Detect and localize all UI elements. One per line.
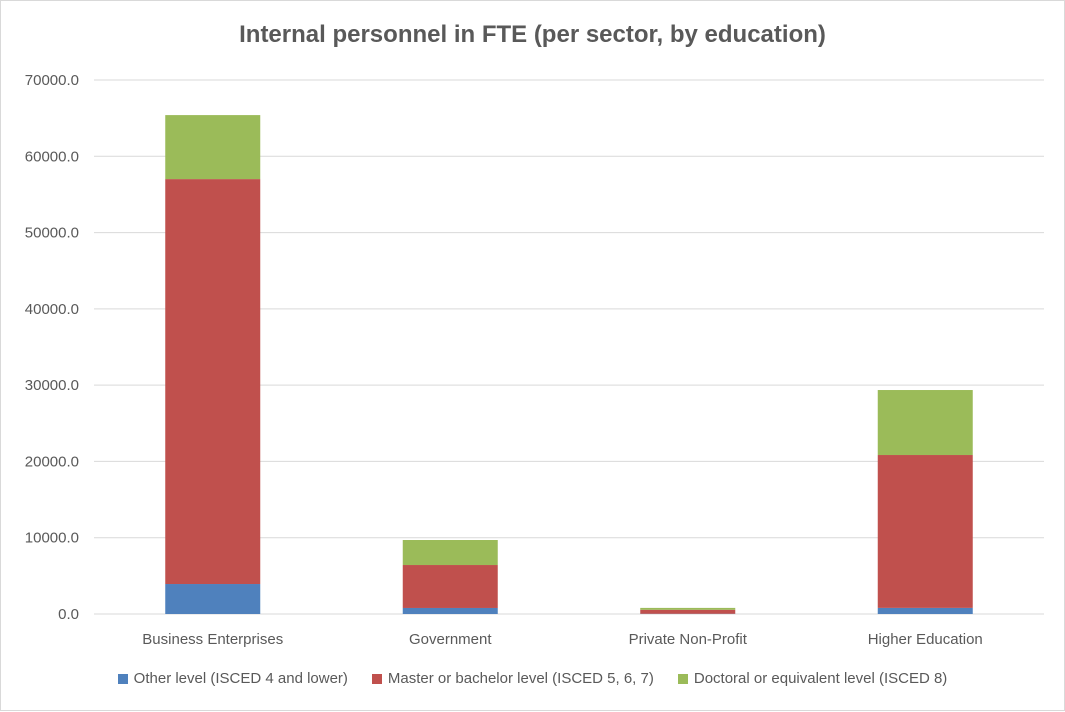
legend-label: Other level (ISCED 4 and lower) bbox=[134, 670, 348, 687]
legend-item: Doctoral or equivalent level (ISCED 8) bbox=[678, 670, 947, 687]
bar-segment bbox=[165, 179, 260, 584]
legend: Other level (ISCED 4 and lower) Master o… bbox=[1, 670, 1064, 687]
legend-item: Other level (ISCED 4 and lower) bbox=[118, 670, 348, 687]
y-tick-label: 10000.0 bbox=[25, 530, 79, 547]
y-tick-label: 40000.0 bbox=[25, 301, 79, 318]
bar-segment bbox=[878, 455, 973, 608]
x-tick-label: Private Non-Profit bbox=[629, 631, 748, 648]
bar-segment bbox=[165, 115, 260, 179]
bar-segment bbox=[878, 608, 973, 614]
legend-swatch bbox=[678, 674, 688, 684]
bar-segment bbox=[165, 584, 260, 614]
x-tick-label: Business Enterprises bbox=[142, 631, 283, 648]
bar-segment bbox=[403, 608, 498, 614]
bar-segment bbox=[878, 390, 973, 455]
y-tick-label: 0.0 bbox=[58, 606, 79, 623]
bar-segment bbox=[403, 540, 498, 565]
legend-swatch bbox=[372, 674, 382, 684]
y-tick-label: 60000.0 bbox=[25, 148, 79, 165]
y-tick-label: 70000.0 bbox=[25, 72, 79, 89]
y-tick-label: 50000.0 bbox=[25, 225, 79, 242]
x-tick-label: Higher Education bbox=[868, 631, 983, 648]
bar-segment bbox=[640, 608, 735, 610]
y-tick-label: 30000.0 bbox=[25, 377, 79, 394]
legend-item: Master or bachelor level (ISCED 5, 6, 7) bbox=[372, 670, 654, 687]
legend-label: Doctoral or equivalent level (ISCED 8) bbox=[694, 670, 947, 687]
bar-segment bbox=[640, 610, 735, 614]
legend-swatch bbox=[118, 674, 128, 684]
bar-segment bbox=[403, 565, 498, 608]
y-tick-label: 20000.0 bbox=[25, 453, 79, 470]
legend-label: Master or bachelor level (ISCED 5, 6, 7) bbox=[388, 670, 654, 687]
x-tick-label: Government bbox=[409, 631, 492, 648]
